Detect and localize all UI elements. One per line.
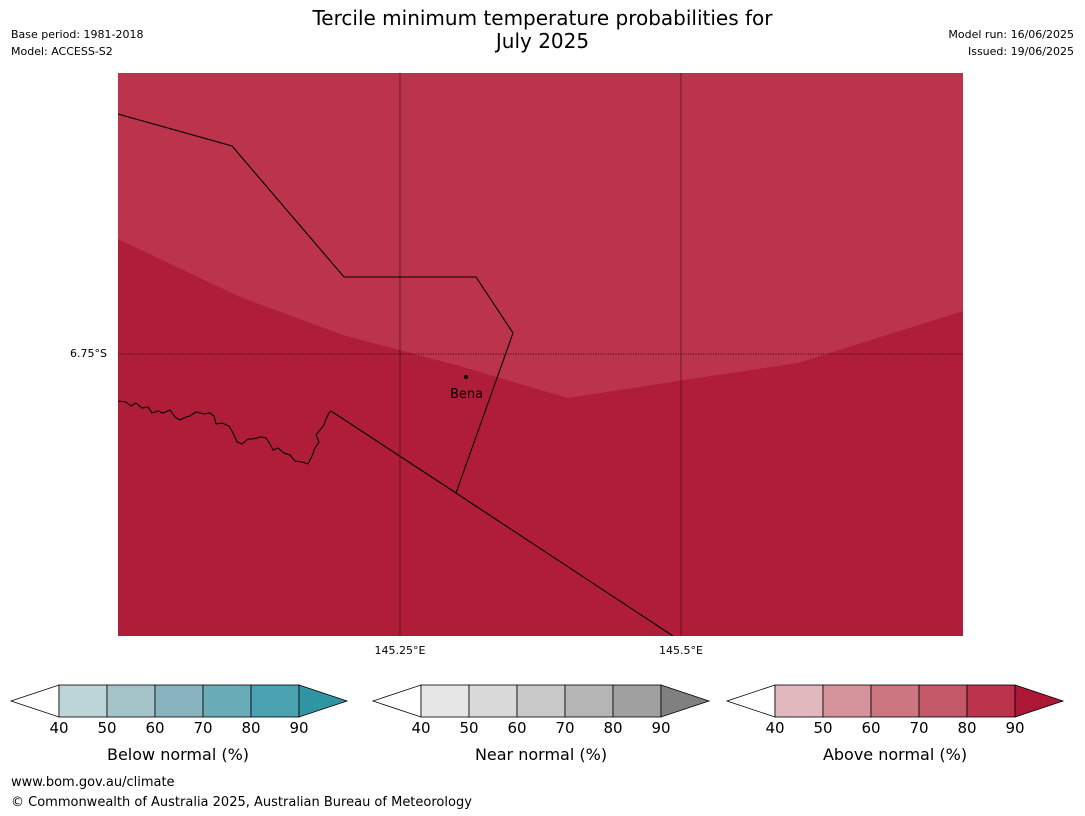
longitude-label-145-5: 145.5°E — [659, 644, 703, 657]
latitude-label: 6.75°S — [70, 347, 107, 360]
colorbar-near-normal — [371, 684, 711, 718]
colorbar-tick-label: 50 — [97, 719, 117, 737]
footer-copyright: © Commonwealth of Australia 2025, Austra… — [11, 795, 472, 810]
colorbar-segment — [918, 684, 968, 718]
town-marker — [464, 375, 468, 379]
colorbar-tick-label: 40 — [49, 719, 69, 737]
colorbar-segment — [154, 684, 204, 718]
colorbar-tick-label: 90 — [1005, 719, 1025, 737]
colorbars — [9, 684, 1065, 718]
colorbar-below-normal — [9, 684, 349, 718]
colorbar-tick-label: 70 — [909, 719, 929, 737]
meta-left: Base period: 1981-2018 Model: ACCESS-S2 — [11, 26, 143, 60]
colorbar-arrow-high — [1014, 684, 1065, 718]
region-above-80-90 — [118, 239, 963, 636]
legend-below-normal-label: Below normal (%) — [106, 745, 250, 764]
colorbar-segment — [250, 684, 300, 718]
colorbar-segment — [564, 684, 614, 718]
title-line-1: Tercile minimum temperature probabilitie… — [312, 6, 773, 30]
colorbar-segment — [774, 684, 824, 718]
colorbar-segment — [106, 684, 156, 718]
colorbar-arrow-low — [371, 684, 422, 718]
colorbar-segment — [58, 684, 108, 718]
title-line-2: July 2025 — [495, 29, 590, 53]
probability-map — [118, 73, 963, 636]
legend-above-normal-label: Above normal (%) — [822, 745, 968, 764]
meta-right: Model run: 16/06/2025 Issued: 19/06/2025 — [948, 26, 1074, 60]
colorbar-arrow-high — [660, 684, 711, 718]
longitude-label-145-25: 145.25°E — [374, 644, 426, 657]
model-name: Model: ACCESS-S2 — [11, 45, 113, 58]
base-period: Base period: 1981-2018 — [11, 28, 144, 41]
colorbar-tick-label: 60 — [861, 719, 881, 737]
map-title: Tercile minimum temperature probabilitie… — [0, 7, 1085, 53]
colorbar-segment — [516, 684, 566, 718]
boundary-south — [330, 410, 674, 636]
colorbar-segment — [870, 684, 920, 718]
colorbar-segment — [612, 684, 662, 718]
colorbar-segment — [822, 684, 872, 718]
colorbar-tick-label: 90 — [651, 719, 671, 737]
colorbar-segment — [202, 684, 252, 718]
colorbar-tick-label: 80 — [241, 719, 261, 737]
colorbar-tick-label: 40 — [765, 719, 785, 737]
colorbar-tick-label: 90 — [289, 719, 309, 737]
colorbar-arrow-low — [725, 684, 776, 718]
colorbar-segment — [420, 684, 470, 718]
colorbar-tick-label: 70 — [193, 719, 213, 737]
colorbar-tick-label: 80 — [957, 719, 977, 737]
colorbar-tick-label: 60 — [145, 719, 165, 737]
boundary-north — [118, 113, 514, 494]
model-run: Model run: 16/06/2025 — [948, 28, 1074, 41]
colorbar-tick-label: 60 — [507, 719, 527, 737]
colorbar-tick-label: 40 — [411, 719, 431, 737]
issued-date: Issued: 19/06/2025 — [967, 45, 1074, 58]
boundary-west — [118, 400, 332, 465]
colorbar-segment — [468, 684, 518, 718]
town-label: Bena — [450, 387, 484, 402]
colorbar-above-normal — [725, 684, 1065, 718]
colorbar-arrow-low — [9, 684, 60, 718]
colorbar-tick-label: 50 — [813, 719, 833, 737]
colorbar-arrow-high — [298, 684, 349, 718]
colorbar-segment — [966, 684, 1016, 718]
colorbar-tick-label: 70 — [555, 719, 575, 737]
legend-near-normal-label: Near normal (%) — [474, 745, 608, 764]
colorbar-tick-label: 50 — [459, 719, 479, 737]
colorbar-tick-label: 80 — [603, 719, 623, 737]
footer-url[interactable]: www.bom.gov.au/climate — [11, 775, 175, 790]
